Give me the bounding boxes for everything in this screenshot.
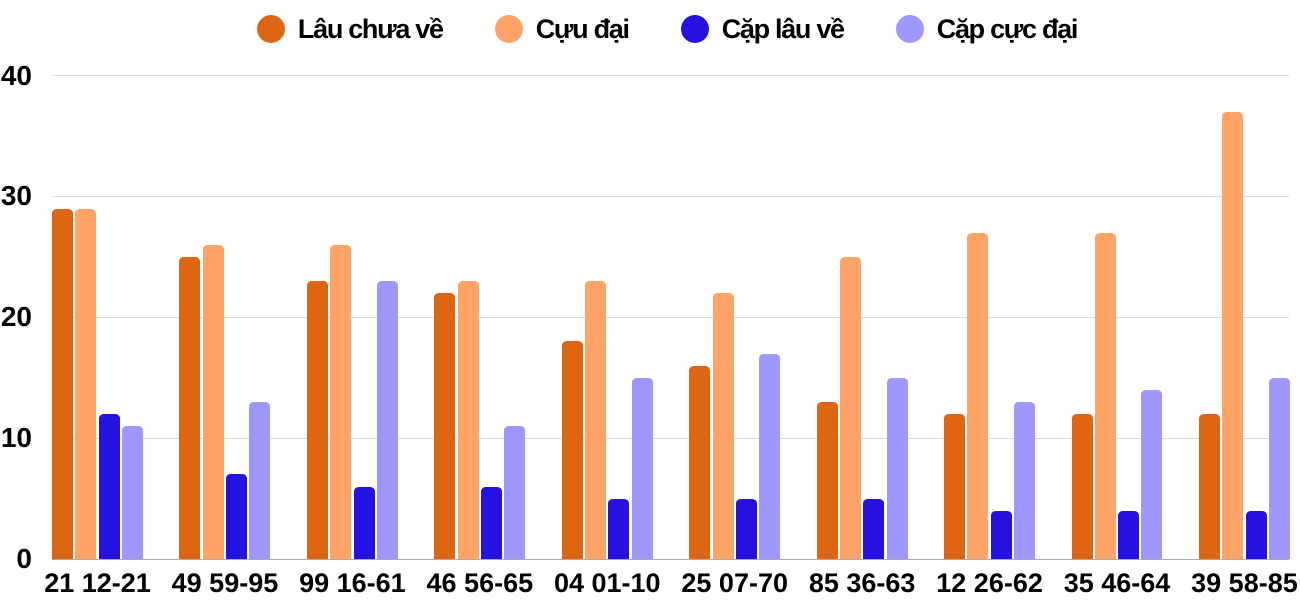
x-slot-25-07-70: 25 07-70 <box>681 559 788 600</box>
bar-group-49-59-95 <box>179 76 271 559</box>
bar-group-85-36-63 <box>816 76 908 559</box>
x-tick-label: 21 12-21 <box>44 567 151 598</box>
bar-group-25-07-70 <box>689 76 781 559</box>
x-tick-label: 12 26-62 <box>936 567 1043 598</box>
x-tick-label: 49 59-95 <box>171 567 279 598</box>
bar-group-04-01-10 <box>561 76 653 559</box>
chart-legend: Lâu chưa về Cựu đại Cặp lâu về Cặp cực đại <box>48 12 1286 45</box>
bar-lau-chua-ve-25-07-70[interactable] <box>689 365 711 559</box>
bar-cuu-dai-39-58-85[interactable] <box>1222 111 1244 559</box>
bar-cap-lau-ve-21-12-21[interactable] <box>98 413 120 559</box>
gridline-y-10 <box>52 437 1289 439</box>
bar-cuu-dai-12-26-62[interactable] <box>967 232 989 559</box>
x-tick-label: 39 58-85 <box>1191 567 1298 598</box>
legend-label: Cặp cực đại <box>936 13 1079 44</box>
x-slot-21-12-21: 21 12-21 <box>44 559 151 600</box>
bar-cap-cuc-dai-49-59-95[interactable] <box>249 401 271 559</box>
bar-cuu-dai-35-46-64[interactable] <box>1094 232 1116 559</box>
x-slot-49-59-95: 49 59-95 <box>172 559 279 600</box>
bar-cap-lau-ve-99-16-61[interactable] <box>353 486 375 559</box>
bar-group-99-16-61 <box>306 76 398 559</box>
gridline-y-30 <box>52 195 1289 197</box>
legend-label: Cặp lâu về <box>721 13 845 44</box>
bar-group-21-12-21 <box>52 76 143 559</box>
legend-label: Cựu đại <box>535 13 630 44</box>
bar-cap-cuc-dai-35-46-64[interactable] <box>1141 389 1163 559</box>
bar-cuu-dai-04-01-10[interactable] <box>585 281 607 559</box>
y-tick-label-20: 20 <box>0 301 32 333</box>
bar-lau-chua-ve-85-36-63[interactable] <box>816 401 838 559</box>
x-tick-label: 35 46-64 <box>1063 567 1171 598</box>
bar-lau-chua-ve-12-26-62[interactable] <box>944 413 966 559</box>
legend-label: Lâu chưa về <box>297 13 444 44</box>
bar-group-39-58-85 <box>1198 76 1290 559</box>
bar-group-35-46-64 <box>1071 76 1163 559</box>
y-tick-label-10: 10 <box>0 422 32 454</box>
legend-swatch-cuu-dai <box>494 14 523 43</box>
bar-cuu-dai-49-59-95[interactable] <box>202 244 224 559</box>
gridline-y-40 <box>52 75 1289 76</box>
x-slot-04-01-10: 04 01-10 <box>554 559 661 600</box>
bar-group-12-26-62 <box>944 76 1036 559</box>
bar-cap-cuc-dai-25-07-70[interactable] <box>759 353 781 559</box>
x-slot-39-58-85: 39 58-85 <box>1191 559 1298 600</box>
x-slot-12-26-62: 12 26-62 <box>936 559 1043 600</box>
bar-lau-chua-ve-99-16-61[interactable] <box>306 281 328 559</box>
legend-swatch-cap-cuc-dai <box>895 14 924 43</box>
x-axis-baseline <box>52 558 1289 560</box>
bar-lau-chua-ve-35-46-64[interactable] <box>1071 413 1093 559</box>
legend-item-cap-lau-ve[interactable]: Cặp lâu về <box>680 13 845 44</box>
bar-cap-lau-ve-12-26-62[interactable] <box>990 510 1012 559</box>
legend-item-cap-cuc-dai[interactable]: Cặp cực đại <box>895 13 1079 44</box>
y-tick-label-0: 0 <box>16 543 32 574</box>
x-slot-85-36-63: 85 36-63 <box>809 559 916 600</box>
x-slot-35-46-64: 35 46-64 <box>1064 559 1171 600</box>
bar-cap-lau-ve-46-56-65[interactable] <box>480 486 502 559</box>
x-tick-label: 85 36-63 <box>808 567 916 598</box>
bar-lau-chua-ve-49-59-95[interactable] <box>179 256 201 559</box>
legend-swatch-cap-lau-ve <box>680 14 709 43</box>
bar-cuu-dai-25-07-70[interactable] <box>712 293 734 559</box>
bar-cuu-dai-85-36-63[interactable] <box>839 256 861 559</box>
bar-cap-cuc-dai-21-12-21[interactable] <box>121 426 143 559</box>
x-tick-label: 99 16-61 <box>299 567 406 598</box>
bar-cuu-dai-99-16-61[interactable] <box>330 244 352 559</box>
bar-cap-lau-ve-39-58-85[interactable] <box>1245 510 1267 559</box>
bar-cap-cuc-dai-12-26-62[interactable] <box>1014 401 1036 559</box>
x-slot-99-16-61: 99 16-61 <box>299 559 406 600</box>
bar-lau-chua-ve-46-56-65[interactable] <box>434 293 456 559</box>
bar-cap-cuc-dai-85-36-63[interactable] <box>886 377 908 559</box>
bar-cap-lau-ve-35-46-64[interactable] <box>1118 510 1140 559</box>
bar-lau-chua-ve-04-01-10[interactable] <box>561 341 583 559</box>
bar-cap-lau-ve-85-36-63[interactable] <box>863 498 885 559</box>
bar-lau-chua-ve-21-12-21[interactable] <box>52 208 73 559</box>
plot-area <box>52 76 1290 559</box>
bar-cap-cuc-dai-99-16-61[interactable] <box>376 281 398 559</box>
bar-cap-cuc-dai-04-01-10[interactable] <box>631 377 653 559</box>
gridline-y-20 <box>52 316 1289 318</box>
bar-cap-lau-ve-49-59-95[interactable] <box>226 474 248 559</box>
bar-cap-cuc-dai-39-58-85[interactable] <box>1268 377 1290 559</box>
x-slot-46-56-65: 46 56-65 <box>427 559 534 600</box>
legend-swatch-lau-chua-ve <box>256 14 285 43</box>
x-axis-labels: 21 12-21 49 59-95 99 16-61 46 56-65 04 01-10… <box>44 559 1298 600</box>
legend-item-cuu-dai[interactable]: Cựu đại <box>494 13 630 44</box>
bar-cap-cuc-dai-46-56-65[interactable] <box>504 426 526 559</box>
x-tick-label: 46 56-65 <box>426 567 534 598</box>
legend-item-lau-chua-ve[interactable]: Lâu chưa về <box>256 13 444 44</box>
x-tick-label: 25 07-70 <box>681 567 788 598</box>
bar-lau-chua-ve-39-58-85[interactable] <box>1198 413 1220 559</box>
bar-group-46-56-65 <box>434 76 526 559</box>
bar-cuu-dai-46-56-65[interactable] <box>457 281 479 559</box>
bar-cap-lau-ve-25-07-70[interactable] <box>735 498 757 559</box>
bar-cap-lau-ve-04-01-10[interactable] <box>608 498 630 559</box>
y-tick-label-40: 40 <box>0 59 32 91</box>
bar-cuu-dai-21-12-21[interactable] <box>75 208 97 559</box>
y-tick-label-30: 30 <box>0 180 32 212</box>
x-tick-label: 04 01-10 <box>553 567 661 598</box>
